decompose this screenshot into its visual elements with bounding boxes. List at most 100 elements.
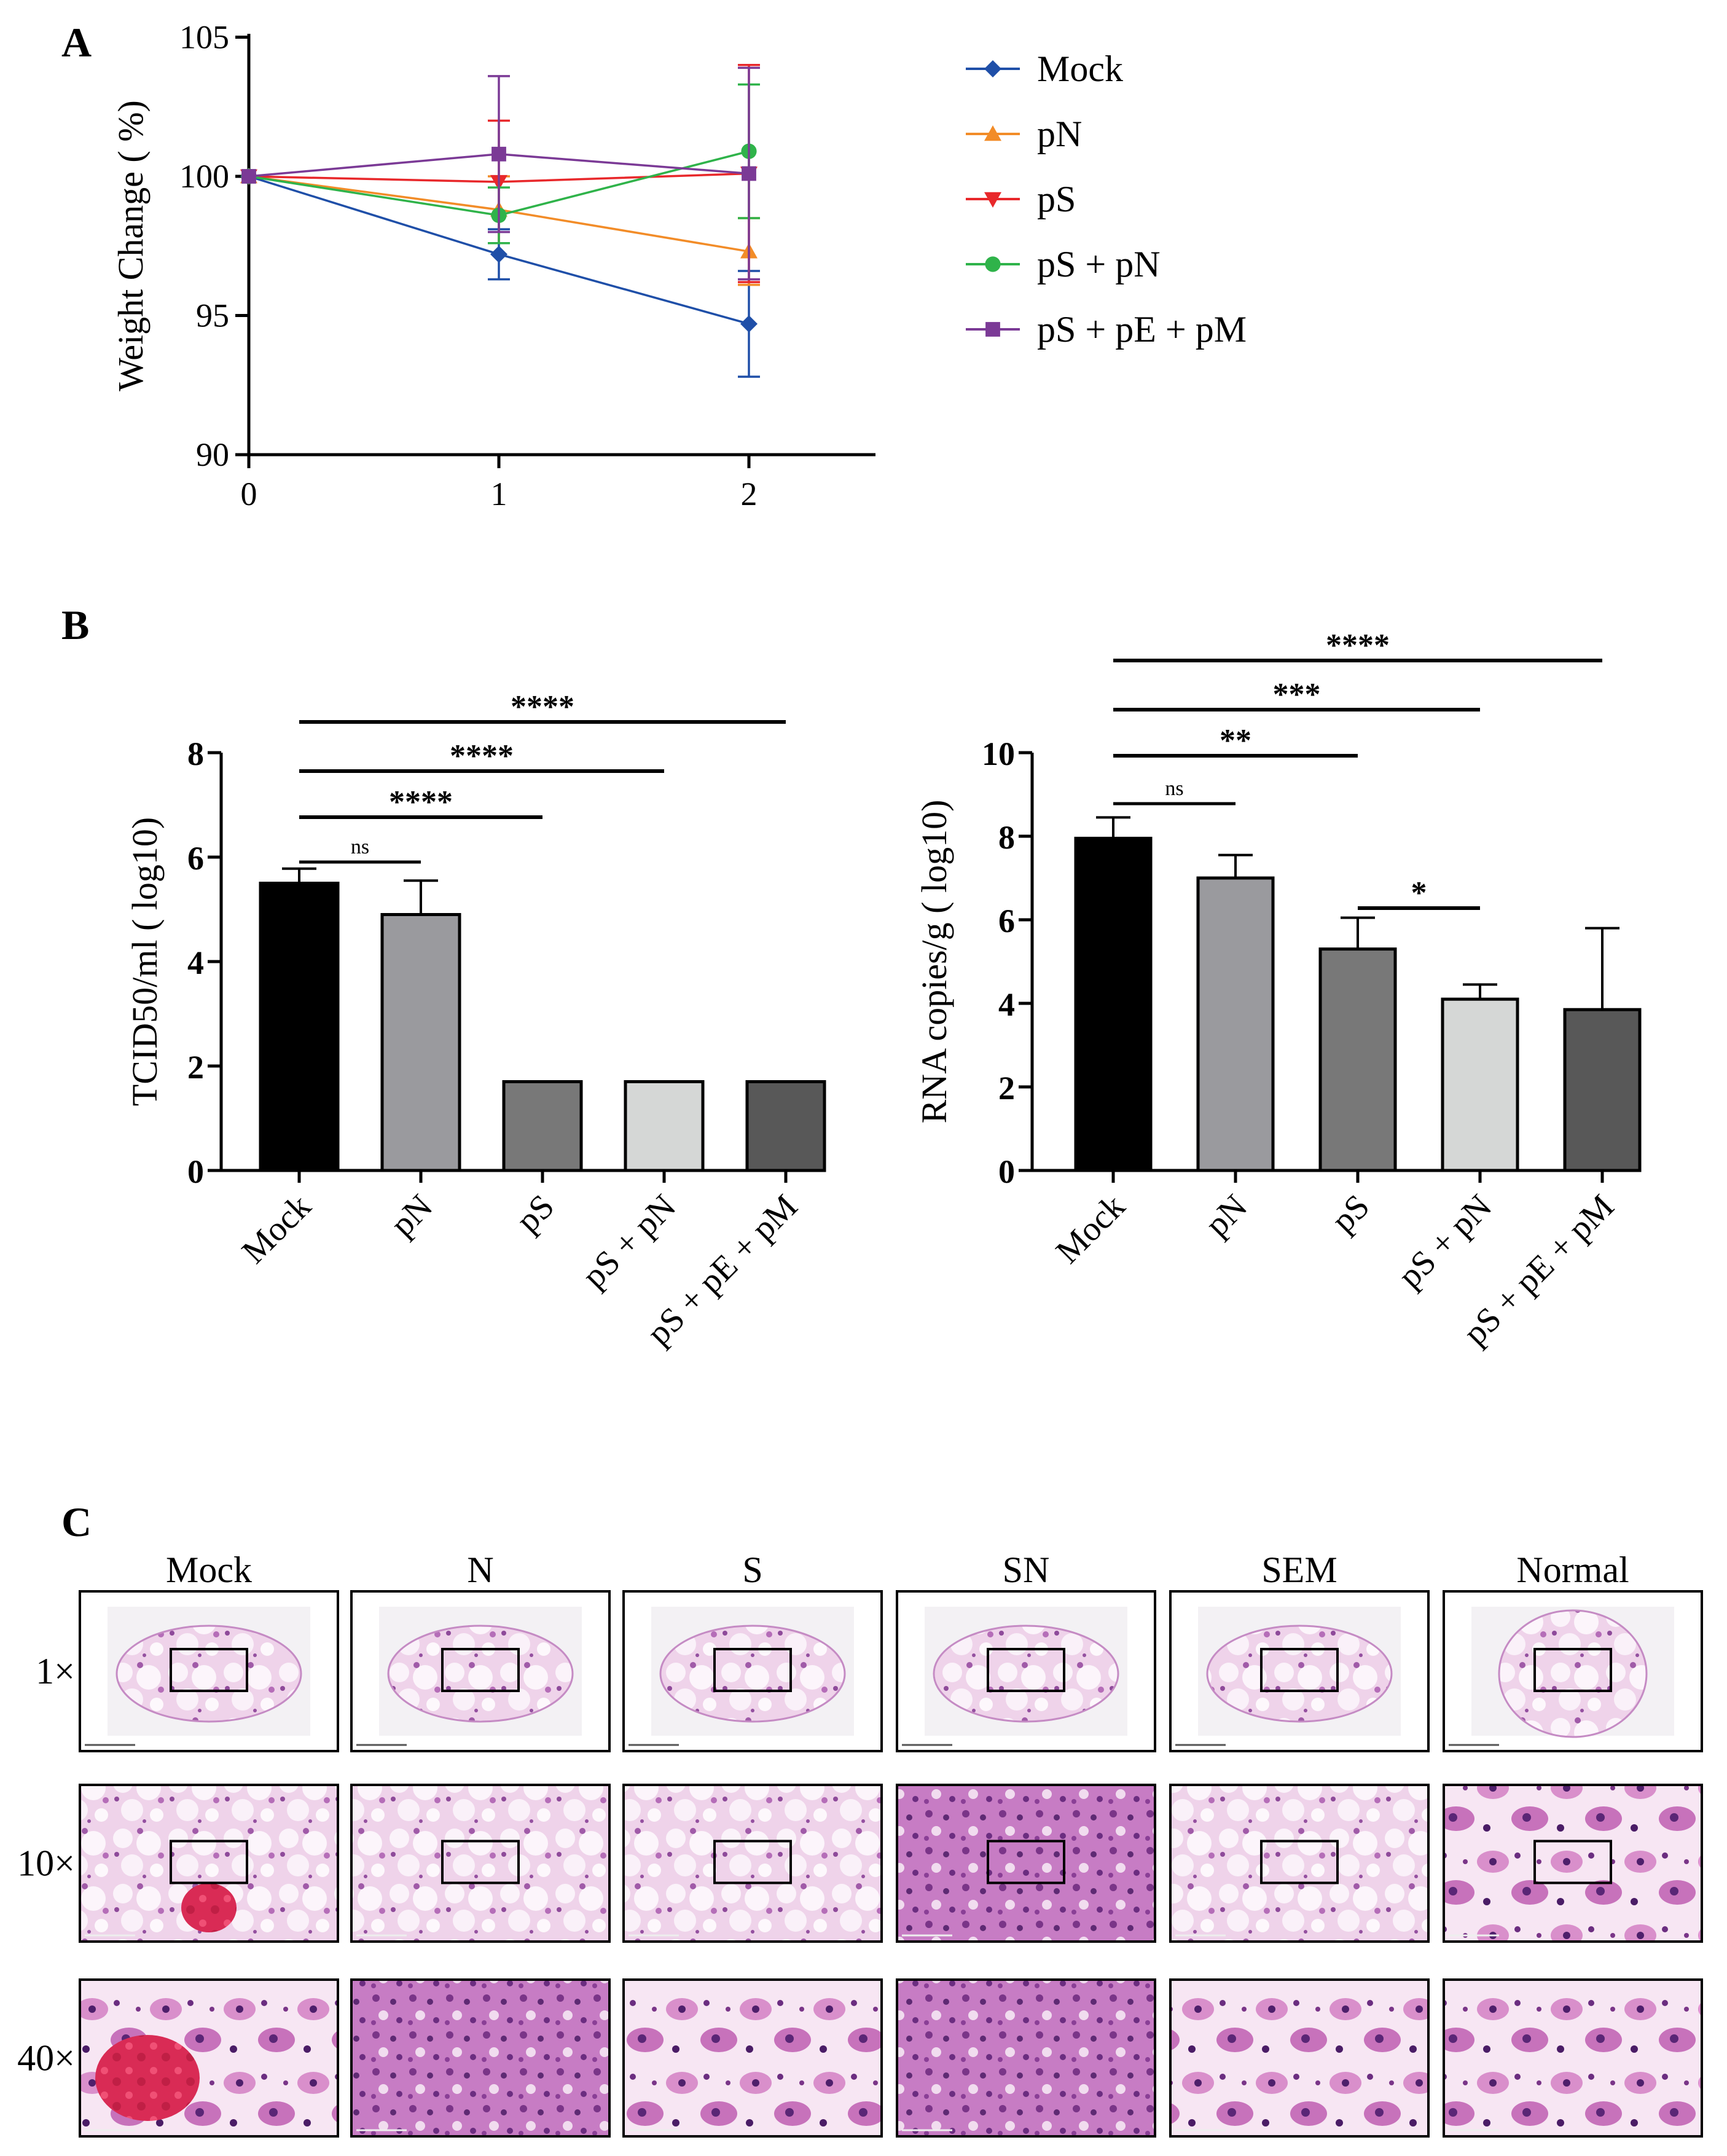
micrograph-1-5 (1443, 1784, 1703, 1943)
column-header: Normal (1516, 1550, 1629, 1590)
bars (1074, 816, 1642, 1183)
y-tick-label: 8 (187, 735, 204, 772)
significance-label: ns (1165, 777, 1183, 800)
micrograph-frame (622, 1784, 883, 1943)
series-ps-pe-pm (241, 66, 760, 281)
column-header: SN (1003, 1550, 1050, 1590)
bars (259, 867, 826, 1183)
data-point (490, 245, 507, 263)
category-label: Mock (1049, 1187, 1132, 1271)
bar (745, 1080, 826, 1172)
column-header: N (467, 1550, 493, 1590)
micrograph-2-5 (1443, 1978, 1703, 2138)
y-tick-label: 4 (998, 986, 1015, 1023)
micrograph-2-0 (79, 1978, 339, 2138)
data-point (491, 146, 506, 162)
micrograph-2-4 (1169, 1978, 1430, 2138)
lung-section (1498, 1609, 1648, 1738)
x-tick-label: 1 (491, 476, 507, 512)
micrograph-frame (350, 1978, 611, 2138)
significance-brackets: ns **** **** **** (299, 689, 786, 864)
micrograph-frame (350, 1784, 611, 1943)
zoom-region-box (987, 1840, 1065, 1884)
lung-section (116, 1625, 302, 1723)
zoom-region-box (441, 1840, 520, 1884)
category-label: pS + pN (1391, 1187, 1499, 1295)
legend: Mock pN pS pS + pN pS + pE + pM (966, 49, 1247, 350)
category-label: pN (1198, 1187, 1255, 1244)
y-axis-title: Weight Change ( %) (111, 100, 151, 391)
micrograph-0-5 (1443, 1590, 1703, 1752)
significance-label: **** (1326, 628, 1390, 663)
micrograph-0-3 (896, 1590, 1156, 1752)
legend-marker (984, 125, 1001, 141)
micrograph-2-1 (350, 1978, 611, 2138)
zoom-region-box (1260, 1840, 1339, 1884)
category-label: pN (383, 1187, 440, 1244)
micrograph-1-3 (896, 1784, 1156, 1943)
row-label: 10× (17, 1843, 75, 1884)
data-point (740, 315, 758, 333)
bar (1074, 836, 1153, 1172)
significance-label: *** (1273, 677, 1321, 712)
x-ticks: 0 1 2 (241, 455, 758, 512)
lung-section (659, 1625, 846, 1723)
legend-entry: pS + pE + pM (1037, 309, 1247, 350)
y-ticks: 0 2 4 6 8 10 (982, 735, 1032, 1190)
column-header: Mock (166, 1550, 252, 1590)
significance-brackets: ns********** (1113, 628, 1602, 911)
micrograph-1-4 (1169, 1784, 1430, 1943)
panel-label-a: A (61, 19, 92, 66)
micrograph-2-2 (622, 1978, 883, 2138)
micrograph-2-3 (896, 1978, 1156, 2138)
lung-section (387, 1625, 574, 1723)
y-tick-label: 2 (998, 1070, 1015, 1107)
y-tick-label: 0 (187, 1153, 204, 1190)
lung-section (1206, 1625, 1393, 1723)
y-tick-label: 95 (196, 297, 229, 334)
y-tick-label: 8 (998, 819, 1015, 856)
legend-marker (984, 192, 1001, 208)
data-point (241, 169, 256, 184)
micrograph-frame (622, 1978, 883, 2138)
zoom-region-box (441, 1648, 520, 1692)
x-tick-label: 0 (241, 476, 257, 512)
column-header: S (742, 1550, 762, 1590)
y-tick-label: 6 (187, 840, 204, 877)
histology-grid: Mock N S SN SEM Normal 1× 10× 40× (17, 1550, 1703, 2138)
bar (259, 882, 340, 1172)
micrograph-0-0 (79, 1590, 339, 1752)
blood-vessel (95, 2035, 200, 2121)
bar (502, 1080, 583, 1172)
category-label: Mock (235, 1187, 318, 1271)
micrograph-1-0 (79, 1784, 339, 1943)
zoom-region-box (987, 1648, 1065, 1692)
bar (1318, 947, 1397, 1172)
category-label: pS + pN (575, 1187, 683, 1295)
series-mock (240, 168, 760, 378)
bar (624, 1080, 705, 1172)
micrograph-0-2 (622, 1590, 883, 1752)
tcid50-bar-chart: TCID50/ml ( log10) 0 2 4 6 8 Mock pN pS pS + pN… (125, 689, 826, 1352)
lung-section (933, 1625, 1119, 1723)
micrograph-frame (896, 1978, 1156, 2138)
row-label: 40× (17, 2038, 75, 2079)
legend-entry: pS (1037, 179, 1076, 219)
micrograph-0-1 (350, 1590, 611, 1752)
legend-marker (984, 60, 1001, 77)
micrograph-frame (1169, 1978, 1430, 2138)
y-tick-label: 0 (998, 1153, 1015, 1190)
x-tick-label: 2 (741, 476, 758, 512)
zoom-region-box (1533, 1648, 1612, 1692)
zoom-region-box (170, 1840, 248, 1884)
data-point (742, 166, 756, 181)
rna-copies-bar-chart: RNA copies/g ( log10) 0 2 4 6 8 10 Mock pN pS pS… (914, 628, 1642, 1352)
legend-entry: pN (1037, 114, 1082, 154)
micrograph-frame (1443, 1978, 1703, 2138)
legend-marker (985, 322, 1000, 337)
blood-vessel (181, 1883, 237, 1932)
significance-label: **** (450, 739, 514, 774)
